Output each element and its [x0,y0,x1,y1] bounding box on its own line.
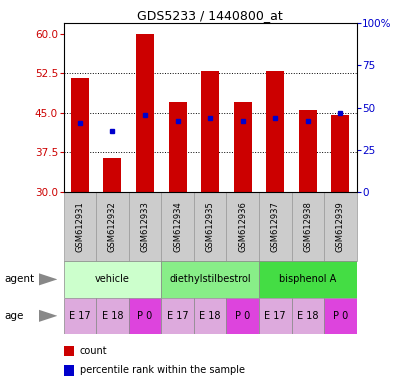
Text: GSM612934: GSM612934 [173,201,182,252]
Bar [161,261,258,298]
Bar [266,71,283,192]
Text: E 17: E 17 [166,311,188,321]
Text: agent: agent [4,274,34,285]
Text: GSM612938: GSM612938 [303,201,312,252]
Bar [291,298,324,334]
Bar [324,298,356,334]
Bar [193,192,226,261]
Polygon shape [39,273,57,285]
Bar [96,298,128,334]
Text: GSM612939: GSM612939 [335,201,344,252]
Bar [201,71,218,192]
Text: GSM612937: GSM612937 [270,201,279,252]
Text: GSM612935: GSM612935 [205,201,214,252]
Text: count: count [79,346,107,356]
Bar [233,102,251,192]
Text: age: age [4,311,23,321]
Bar [161,192,193,261]
Bar [161,298,193,334]
Text: GSM612932: GSM612932 [108,201,117,252]
Bar [63,346,74,356]
Bar [324,192,356,261]
Text: E 18: E 18 [297,311,318,321]
Text: percentile rank within the sample: percentile rank within the sample [79,365,244,375]
Bar [226,192,258,261]
Bar [193,298,226,334]
Bar [258,261,356,298]
Bar [128,298,161,334]
Text: GSM612936: GSM612936 [238,201,247,252]
Text: E 18: E 18 [101,311,123,321]
Text: E 18: E 18 [199,311,220,321]
Polygon shape [39,310,57,322]
Text: P 0: P 0 [332,311,347,321]
Bar [226,298,258,334]
Bar [258,192,291,261]
Bar [136,34,153,192]
Bar [103,158,121,192]
Bar [258,298,291,334]
Text: vehicle: vehicle [95,274,130,285]
Text: GSM612933: GSM612933 [140,201,149,252]
Bar [63,261,161,298]
Text: E 17: E 17 [69,311,90,321]
Title: GDS5233 / 1440800_at: GDS5233 / 1440800_at [137,9,282,22]
Bar [298,110,316,192]
Bar [63,298,96,334]
Bar [330,116,348,192]
Bar [71,78,89,192]
Text: diethylstilbestrol: diethylstilbestrol [169,274,250,285]
Text: P 0: P 0 [137,311,152,321]
Text: P 0: P 0 [234,311,250,321]
Bar [96,192,128,261]
Text: GSM612931: GSM612931 [75,201,84,252]
Bar [128,192,161,261]
Bar [63,192,96,261]
Bar [291,192,324,261]
Text: E 17: E 17 [264,311,285,321]
Bar [63,365,74,376]
Text: bisphenol A: bisphenol A [279,274,336,285]
Bar [168,102,186,192]
